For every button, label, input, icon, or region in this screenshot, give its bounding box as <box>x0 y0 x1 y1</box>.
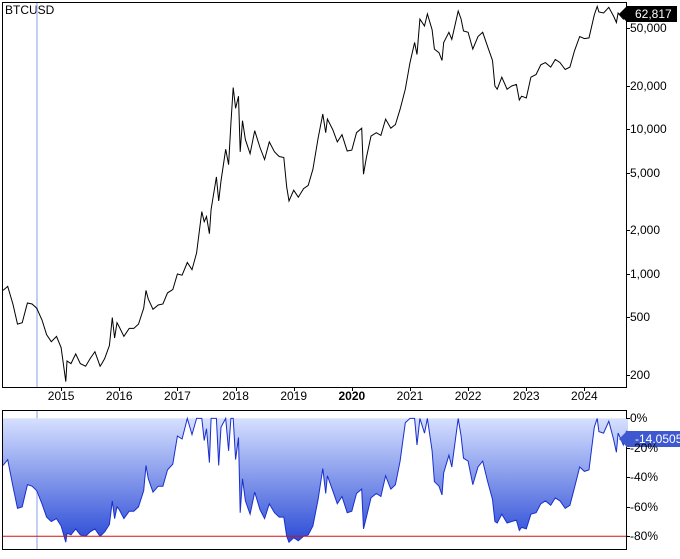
x-tick-label: 2023 <box>513 389 540 403</box>
y-tick-label: 20,000 <box>626 79 667 93</box>
drawdown-area <box>3 411 628 551</box>
y-tick-label: 500 <box>626 310 650 324</box>
x-tick-label: 2019 <box>280 389 307 403</box>
y-tick-label: 5,000 <box>626 166 660 180</box>
y-tick-label: 2,000 <box>626 223 660 237</box>
x-tick-label: 2015 <box>48 389 75 403</box>
y-tick-label: -20% <box>626 441 658 455</box>
x-tick-label: 2021 <box>397 389 424 403</box>
x-tick-label: 2016 <box>106 389 133 403</box>
y-tick-label: -80% <box>626 529 658 543</box>
y-tick-label: -60% <box>626 500 658 514</box>
x-tick-label: 2018 <box>222 389 249 403</box>
price-line <box>3 3 628 389</box>
y-tick-label: 200 <box>626 368 650 382</box>
y-tick-label: 1,000 <box>626 267 660 281</box>
x-tick-label: 2020 <box>338 389 365 403</box>
x-tick-label: 2024 <box>571 389 598 403</box>
x-tick-label: 2022 <box>455 389 482 403</box>
y-tick-label: 0% <box>626 411 647 425</box>
drawdown-chart-panel: -14.0505 0%-20%-40%-60%-80% <box>2 410 627 550</box>
y-tick-label: 10,000 <box>626 122 667 136</box>
x-tick-label: 2017 <box>164 389 191 403</box>
y-tick-label: 50,000 <box>626 21 667 35</box>
price-chart-panel: BTCUSD 62,817 2005001,0002,0005,00010,00… <box>2 2 627 388</box>
last-price-flag: 62,817 <box>626 6 677 22</box>
y-tick-label: -40% <box>626 470 658 484</box>
